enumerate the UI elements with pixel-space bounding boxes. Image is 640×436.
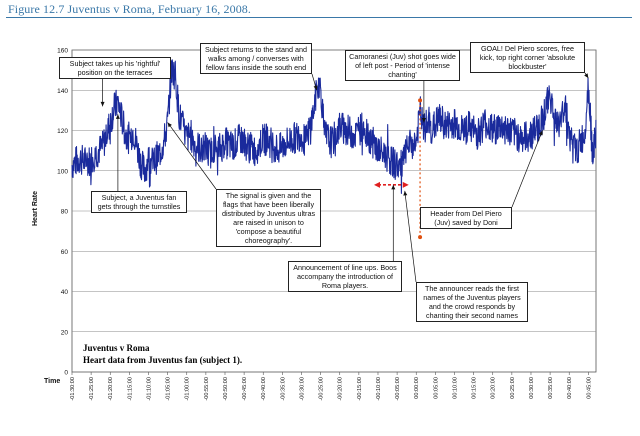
- range-arrow-left: [373, 181, 380, 188]
- x-tick-label: -00:30:00: [299, 377, 305, 401]
- annotation-goal: GOAL! Del Piero scores, free kick, top r…: [470, 42, 585, 73]
- x-tick-label: 00:25:00: [510, 377, 516, 399]
- leader-arrowhead-lineup: [391, 184, 396, 190]
- x-tick-label: 00:30:00: [529, 377, 535, 399]
- y-tick-label: 120: [57, 128, 68, 135]
- annotation-signal: The signal is given and the flags that h…: [216, 189, 321, 247]
- x-tick-label: -00:50:00: [223, 377, 229, 401]
- x-tick-label: -01:10:00: [146, 377, 152, 401]
- x-tick-label: 00:45:00: [586, 377, 592, 399]
- annotation-leaders: [100, 72, 589, 283]
- x-tick-label: -01:00:00: [185, 377, 191, 401]
- leader-arrowhead-announcer: [403, 190, 408, 196]
- x-tick-label: -00:05:00: [395, 377, 401, 401]
- x-tick-label: -00:35:00: [280, 377, 286, 401]
- annotation-announcer: The announcer reads the first names of t…: [416, 282, 528, 322]
- y-tick-labels: 0 20 40 60 80 100 120 140 160: [57, 48, 68, 377]
- heart-rate-series-line: [71, 59, 597, 194]
- y-tick-label: 20: [61, 329, 69, 336]
- range-arrow-right: [402, 181, 409, 188]
- x-tick-label: 00:15:00: [472, 377, 478, 399]
- y-tick-label: 40: [61, 289, 69, 296]
- figure-title: Figure 12.7 Juventus v Roma, February 16…: [8, 2, 252, 16]
- x-tick-label: -00:40:00: [261, 377, 267, 401]
- x-tick-label: -00:10:00: [376, 377, 382, 401]
- leader-line-signal: [167, 122, 217, 190]
- y-tick-label: 0: [64, 370, 68, 377]
- x-tick-label: 00:00:00: [414, 377, 420, 399]
- leader-arrowhead-terraces: [100, 101, 105, 107]
- x-tick-label: 00:40:00: [567, 377, 573, 399]
- x-tick-label: -00:55:00: [204, 377, 210, 401]
- annotation-camoranesi: Camoranesi (Juv) shot goes wide of left …: [345, 50, 460, 81]
- x-tick-label: 00:35:00: [548, 377, 554, 399]
- y-tick-label: 160: [57, 48, 68, 55]
- leader-arrowhead-goal: [584, 73, 589, 79]
- leader-arrowhead-camoranesi: [421, 117, 426, 123]
- annotation-terraces: Subject takes up his 'rightful' position…: [59, 57, 171, 79]
- title-rule: [6, 17, 632, 18]
- x-tick-label: 00:20:00: [491, 377, 497, 399]
- x-tick-label: -00:15:00: [357, 377, 363, 401]
- x-tick-label: -00:20:00: [338, 377, 344, 401]
- x-tick-label: -01:30:00: [70, 377, 76, 401]
- annotation-lineup: Announcement of line ups. Boos accompany…: [288, 261, 402, 292]
- subtitle-line-2: Heart data from Juventus fan (subject 1)…: [83, 355, 243, 365]
- x-tick-label: 00:05:00: [433, 377, 439, 399]
- y-axis-label: Heart Rate: [32, 190, 39, 226]
- chart-subtitle: Juventus v Roma Heart data from Juventus…: [83, 342, 242, 366]
- leader-line-announcer: [404, 190, 417, 283]
- series-layer: [71, 59, 597, 194]
- subtitle-line-1: Juventus v Roma: [83, 343, 150, 353]
- leader-arrowhead-stand: [313, 85, 318, 91]
- x-tick-label: -00:25:00: [319, 377, 325, 401]
- annotation-stand: Subject returns to the stand and walks a…: [200, 43, 312, 74]
- leader-arrowhead-header: [538, 130, 543, 136]
- vertical-marker-top-dot: [418, 98, 423, 103]
- x-tick-labels: -01:30:00 -01:25:00 -01:20:00 -01:15:00 -01:…: [70, 372, 592, 401]
- annotation-turnstiles: Subject, a Juventus fan gets through the…: [91, 191, 187, 213]
- vertical-marker-bottom-dot: [418, 235, 423, 240]
- x-tick-label: -01:05:00: [166, 377, 172, 401]
- leader-arrowhead-signal: [167, 122, 172, 128]
- x-tick-label: -01:20:00: [108, 377, 114, 401]
- x-tick-label: -01:25:00: [89, 377, 95, 401]
- annotation-header: Header from Del Piero (Juv) saved by Don…: [420, 207, 512, 229]
- leader-line-header: [511, 130, 543, 208]
- y-tick-label: 60: [61, 249, 69, 256]
- y-tick-label: 100: [57, 168, 68, 175]
- y-tick-label: 80: [61, 209, 69, 216]
- x-axis-label: Time: [44, 378, 61, 385]
- y-tick-label: 140: [57, 88, 68, 95]
- x-tick-label: 00:10:00: [452, 377, 458, 399]
- leader-arrowhead-turnstiles: [115, 114, 120, 119]
- x-tick-label: -01:15:00: [127, 377, 133, 401]
- x-tick-label: -00:45:00: [242, 377, 248, 401]
